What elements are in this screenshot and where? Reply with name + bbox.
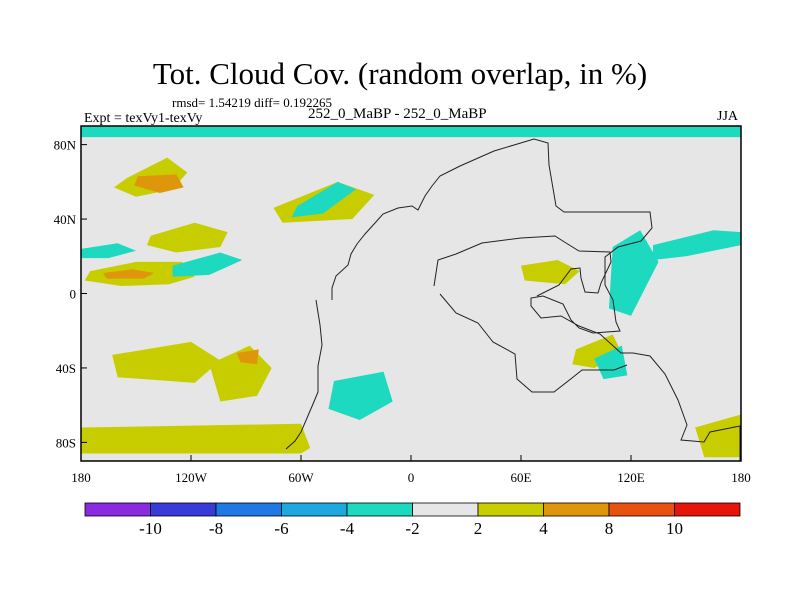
colorbar-label: -2: [405, 519, 419, 538]
colorbar-swatch: [477, 502, 544, 517]
region-south-asia-cyan: [609, 230, 659, 316]
colorbar-label: 2: [474, 519, 483, 538]
y-tick-label: 0: [70, 287, 77, 302]
x-axis: 180 120W 60W 0 60E 120E 180: [71, 455, 751, 485]
region-east-indian-cyan: [594, 345, 628, 380]
coastline-south: [285, 299, 323, 450]
y-tick-label: 40N: [54, 212, 77, 227]
stats-label: rmsd= 1.54219 diff= 0.192265: [172, 95, 332, 110]
region-north-atlantic-cyan: [291, 181, 356, 218]
case-label: 252_0_MaBP - 252_0_MaBP: [308, 106, 487, 122]
region-south-pacific-core: [236, 349, 259, 365]
region-india-lobe: [521, 260, 580, 285]
y-axis: 80N 40N 0 40S 80S: [54, 138, 87, 450]
x-tick-label: 0: [408, 470, 415, 485]
region-southern-ocean-band: [81, 423, 311, 454]
colorbar-label: -4: [340, 519, 355, 538]
colorbar-swatch: [150, 502, 217, 517]
colorbar-label: 10: [666, 519, 683, 538]
x-tick-label: 60W: [288, 470, 314, 485]
region-south-africa-lobe: [695, 414, 741, 458]
chart-title: Tot. Cloud Cov. (random overlap, in %): [152, 56, 648, 91]
colorbar-swatch: [412, 502, 479, 517]
colorbar-swatch: [346, 502, 413, 517]
x-tick-label: 60E: [511, 470, 532, 485]
region-east-asia-band: [653, 230, 741, 260]
colorbar-label: 8: [605, 519, 614, 538]
y-tick-label: 40S: [56, 361, 76, 376]
coastline-americas: [331, 138, 741, 461]
colorbar-label: -8: [209, 519, 223, 538]
colorbar: -10 -8 -6 -4 -2 2 4 8 10: [84, 502, 741, 538]
region-east-pacific-lobe: [147, 222, 228, 253]
coastline: [285, 138, 741, 461]
y-tick-label: 80N: [54, 138, 77, 153]
colorbar-swatch: [543, 502, 610, 517]
field-regions: [81, 126, 741, 458]
season-label: JJA: [717, 109, 739, 124]
colorbar-swatch: [281, 502, 348, 517]
region-pacific-cyan-east: [172, 252, 243, 277]
experiment-label: Expt = texVy1-texVy: [84, 111, 203, 126]
colorbar-swatch: [84, 502, 151, 517]
coastline-atlantic: [439, 293, 628, 393]
y-tick-label: 80S: [56, 435, 76, 450]
region-south-atlantic-cyan: [328, 371, 393, 421]
x-tick-label: 120E: [617, 470, 645, 485]
colorbar-label: 4: [539, 519, 548, 538]
region-pacific-cyan-west: [81, 243, 136, 259]
coastline-africa-eurasia: [433, 235, 612, 297]
colorbar-swatch: [674, 502, 741, 517]
region-mid-pacific-core: [103, 269, 155, 279]
x-tick-label: 180: [731, 470, 751, 485]
region-south-pacific-band: [112, 341, 221, 383]
region-north-pole-band: [81, 126, 741, 138]
colorbar-label: -10: [139, 519, 162, 538]
x-tick-label: 180: [71, 470, 91, 485]
colorbar-label: -6: [274, 519, 288, 538]
colorbar-swatch: [215, 502, 282, 517]
x-tick-label: 120W: [175, 470, 208, 485]
colorbar-swatch: [608, 502, 675, 517]
region-north-pacific-core: [134, 174, 184, 193]
